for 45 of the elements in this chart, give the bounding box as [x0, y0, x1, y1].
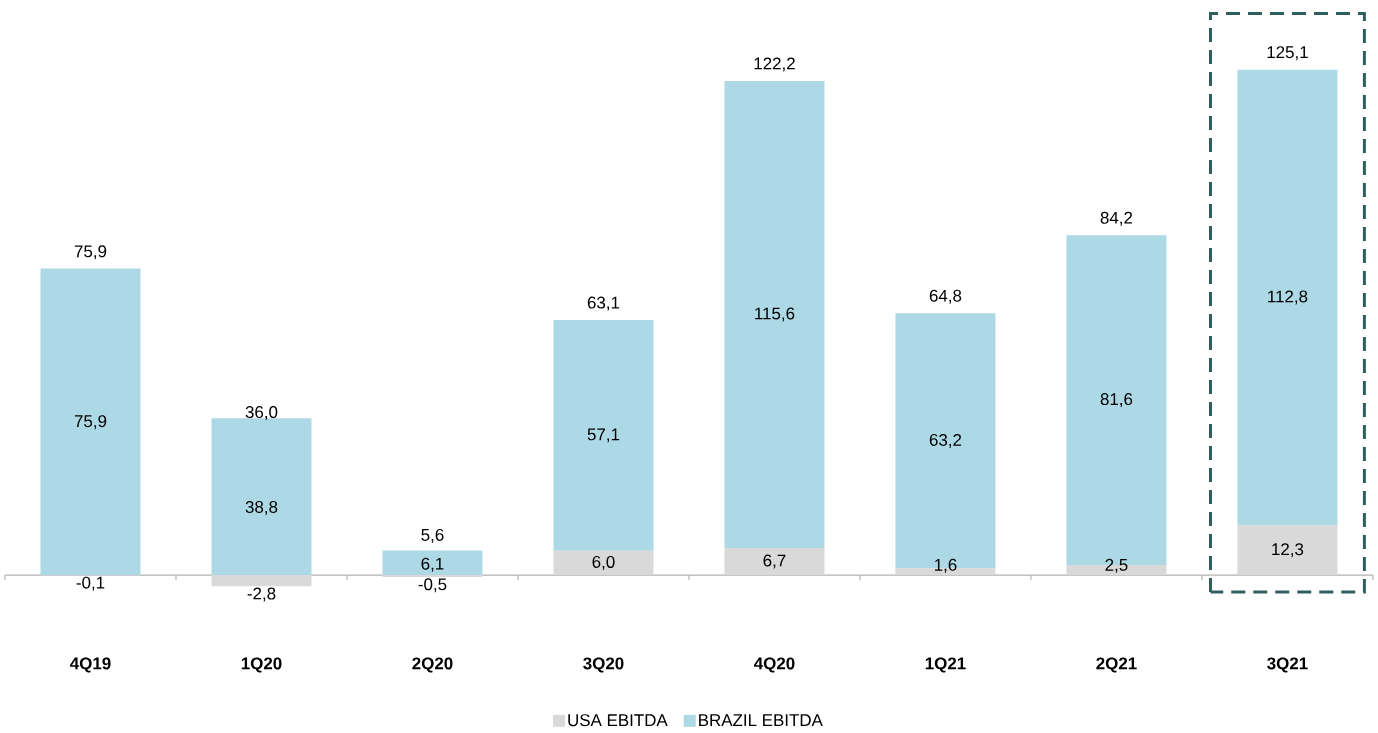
data-label: 115,6 — [755, 307, 795, 322]
bar — [553, 320, 654, 551]
total-label: 84,2 — [1100, 211, 1133, 226]
total-label: 63,1 — [587, 296, 620, 311]
bar — [40, 268, 141, 576]
data-label: -0,5 — [418, 578, 447, 593]
data-label: 2,5 — [1105, 558, 1128, 573]
data-label: 6,7 — [763, 554, 786, 569]
bar — [724, 80, 825, 548]
bar — [382, 550, 483, 576]
bar — [553, 550, 654, 576]
data-label: 6,1 — [421, 557, 444, 572]
bar — [724, 547, 825, 576]
total-label: 5,6 — [421, 528, 444, 543]
data-label: 75,9 — [74, 415, 107, 430]
total-label: 75,9 — [74, 245, 107, 260]
data-label: 112,8 — [1268, 290, 1308, 305]
x-tick-label: 1Q20 — [241, 657, 282, 673]
bar — [211, 575, 312, 587]
x-tick-label: 3Q20 — [583, 657, 624, 673]
x-tick-label: 2Q20 — [412, 657, 453, 673]
x-tick-label: 2Q21 — [1096, 657, 1137, 673]
bar — [211, 418, 312, 576]
x-tick-label: 4Q20 — [754, 657, 795, 673]
data-label: 12,3 — [1272, 543, 1304, 558]
total-label: 122,2 — [754, 57, 795, 72]
total-label: 125,1 — [1267, 46, 1308, 61]
legend-label: USA EBITDA — [568, 714, 668, 727]
x-tick-label: 4Q19 — [70, 657, 111, 673]
bar — [382, 575, 483, 578]
data-label: 1,6 — [934, 558, 957, 573]
data-label: 81,6 — [1100, 393, 1133, 408]
data-label: -2,8 — [247, 587, 276, 602]
data-label: 6,0 — [592, 555, 615, 570]
legend-label: BRAZIL EBITDA — [699, 714, 823, 726]
data-label: -0,1 — [76, 576, 105, 591]
x-tick-label: 1Q21 — [925, 657, 966, 673]
bar — [1237, 525, 1338, 576]
data-label: 57,1 — [587, 428, 620, 443]
data-label: 63,2 — [929, 433, 962, 448]
data-label: 38,8 — [245, 500, 278, 515]
total-label: 36,0 — [245, 406, 278, 421]
x-tick-label: 3Q21 — [1267, 657, 1308, 673]
total-label: 64,8 — [929, 289, 962, 304]
bar — [1237, 69, 1338, 526]
